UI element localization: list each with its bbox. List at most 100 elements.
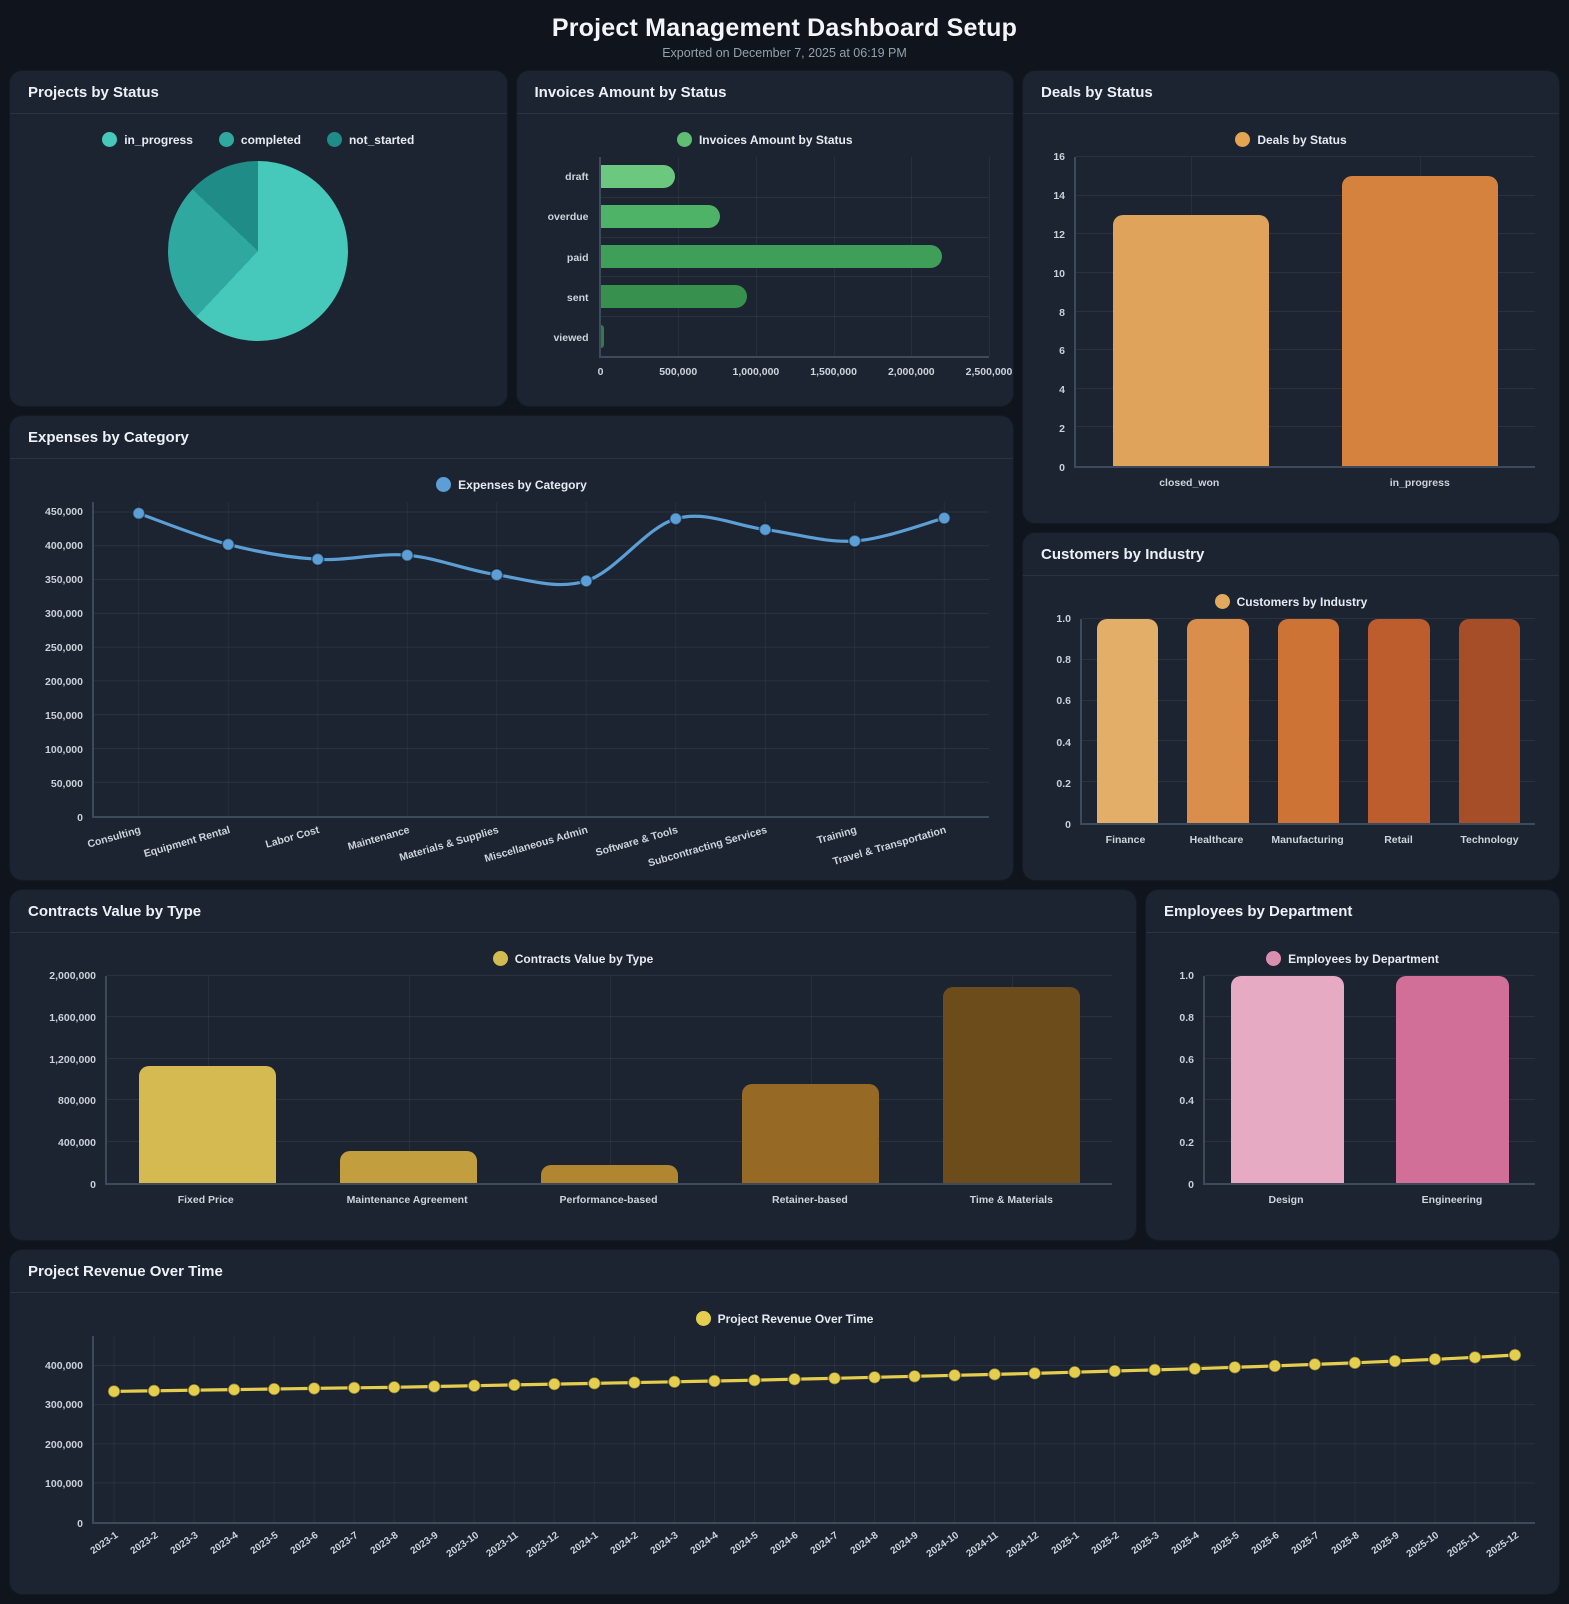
legend-item[interactable]: Deals by Status [1235, 132, 1347, 147]
legend-item[interactable]: Project Revenue Over Time [695, 1311, 873, 1326]
x-tick-label: 2024-8 [849, 1530, 881, 1557]
gridline [1205, 1016, 1535, 1018]
chart-legend: Expenses by Category [34, 467, 989, 502]
card-title: Invoices Amount by Status [534, 84, 727, 101]
hbar-plot-body: draft overdue paid sent viewed [541, 157, 990, 358]
x-tick-label: Time & Materials [969, 1194, 1053, 1206]
x-label-slots: Finance Healthcare Manufacturing Retail Tech… [1080, 834, 1535, 856]
x-tick-label: Performance-based [559, 1194, 658, 1206]
y-tick-label: 50,000 [50, 778, 83, 790]
projects-by-status-pie [168, 161, 349, 341]
data-point [827, 1371, 842, 1386]
card-title: Deals by Status [1041, 84, 1153, 101]
y-tick-label: 0 [1188, 1179, 1194, 1191]
bar-design [1231, 976, 1344, 1183]
bar-slot [1205, 976, 1370, 1183]
legend-item[interactable]: in_progress [102, 132, 193, 147]
bar-retail [1368, 619, 1430, 823]
data-point [587, 1376, 602, 1391]
gridline [609, 976, 611, 1183]
legend-label: Contracts Value by Type [514, 951, 654, 966]
legend-item[interactable]: Contracts Value by Type [492, 951, 654, 966]
bar-finance [1096, 619, 1159, 823]
chart-legend: Deals by Status [1047, 122, 1535, 157]
y-tick-label: 1.0 [1179, 970, 1194, 982]
bar-row [600, 276, 990, 316]
legend-item[interactable]: Customers by Industry [1214, 594, 1368, 609]
y-category-label: overdue [547, 211, 589, 224]
y-tick-label: 350,000 [45, 574, 83, 586]
data-point [787, 1372, 802, 1387]
bars [1082, 619, 1535, 823]
data-point [427, 1379, 442, 1394]
y-axis: 0 2 4 6 8 10 12 14 16 [1047, 151, 1074, 474]
x-tick-label: 2024-7 [809, 1530, 841, 1557]
x-tick-label: 2024-2 [608, 1530, 641, 1557]
y-axis: 0 0.2 0.4 0.6 0.8 1.0 [1047, 613, 1080, 831]
data-point [579, 574, 594, 588]
data-point [707, 1374, 722, 1389]
x-tick-label: 2024-1 [568, 1530, 601, 1557]
axis-spacer [1170, 1194, 1203, 1216]
legend-label: not_started [348, 132, 415, 147]
legend-item[interactable]: completed [218, 132, 301, 147]
legend-item[interactable]: Employees by Department [1266, 951, 1439, 966]
legend-item[interactable]: Invoices Amount by Status [676, 132, 853, 147]
gridline [1076, 387, 1535, 389]
x-tick-label: 0 [597, 366, 604, 378]
y-tick-label: 1,600,000 [49, 1011, 96, 1024]
gridline [1076, 271, 1535, 273]
bar-manufacturing [1277, 619, 1340, 823]
x-tick-label: 2025-6 [1249, 1530, 1282, 1557]
data-point [227, 1382, 242, 1397]
data-point [668, 511, 683, 526]
y-axis: 0 100,000 200,000 300,000 400,000 [34, 1336, 92, 1530]
legend-item[interactable]: not_started [326, 132, 415, 147]
bar-draft [600, 165, 676, 189]
line-plot-body: 0 100,000 200,000 300,000 400,000 [34, 1336, 1535, 1530]
legend-marker-icon [1214, 594, 1230, 609]
plot-area [105, 975, 1112, 1185]
data-point [847, 534, 862, 548]
x-label-slots: Design Engineering [1203, 1194, 1535, 1216]
data-point [907, 1369, 922, 1384]
y-category-label: sent [566, 291, 589, 304]
x-axis-labels: 2023-1 2023-2 2023-3 2023-4 2023-5 2023-6 2023… [34, 1524, 1535, 1570]
legend-label: Customers by Industry [1236, 594, 1368, 609]
gridline [107, 1016, 1112, 1018]
gridline [1205, 1140, 1535, 1142]
gridline [1076, 310, 1535, 312]
y-tick-label: 6 [1059, 345, 1065, 358]
x-tick-label: 2025-8 [1329, 1530, 1362, 1557]
y-tick-label: 300,000 [45, 608, 83, 621]
bar-slot [1173, 619, 1264, 823]
y-category-label: viewed [553, 331, 589, 344]
employees-by-department-chart: Employees by Department 0 0.2 0.4 0.6 0.8 1.0 D… [1146, 933, 1559, 1240]
data-point [400, 548, 415, 563]
bar-engineering [1396, 976, 1509, 1183]
x-tick-label: 2025-4 [1169, 1530, 1202, 1557]
card-invoices-amount-by-status: Invoices Amount by Status Invoices Amoun… [516, 71, 1013, 406]
bar-performance-based [541, 1165, 678, 1183]
gridline [1082, 618, 1535, 619]
right-column: Deals by Status Deals by Status 0 2 4 6 8 10 12… [1023, 71, 1559, 880]
data-point [867, 1370, 882, 1385]
x-tick-label: Labor Cost [264, 824, 322, 851]
x-tick-label: 2024-3 [648, 1530, 681, 1557]
legend-item[interactable]: Expenses by Category [436, 477, 587, 492]
bar-plot-body: 0 0.2 0.4 0.6 0.8 1.0 [1047, 613, 1535, 831]
data-point [1307, 1357, 1322, 1372]
bar-paid [600, 244, 943, 269]
bar-sent [600, 284, 747, 308]
y-tick-label: 16 [1053, 151, 1065, 163]
card-header: Deals by Status [1023, 71, 1559, 114]
data-point [1107, 1364, 1122, 1379]
row-pie-invoices: Projects by Status in_progress completed n… [10, 71, 1013, 406]
card-title: Employees by Department [1164, 903, 1353, 920]
chart-legend: Customers by Industry [1047, 584, 1535, 619]
x-axis-labels: closed_won in_progress [1047, 468, 1535, 499]
x-tick-label: Retainer-based [771, 1194, 848, 1206]
x-tick-label: in_progress [1389, 477, 1450, 489]
x-label-track: Consulting Equipment Rental Labor Cost Main… [86, 818, 989, 869]
gridline [107, 1057, 1112, 1059]
